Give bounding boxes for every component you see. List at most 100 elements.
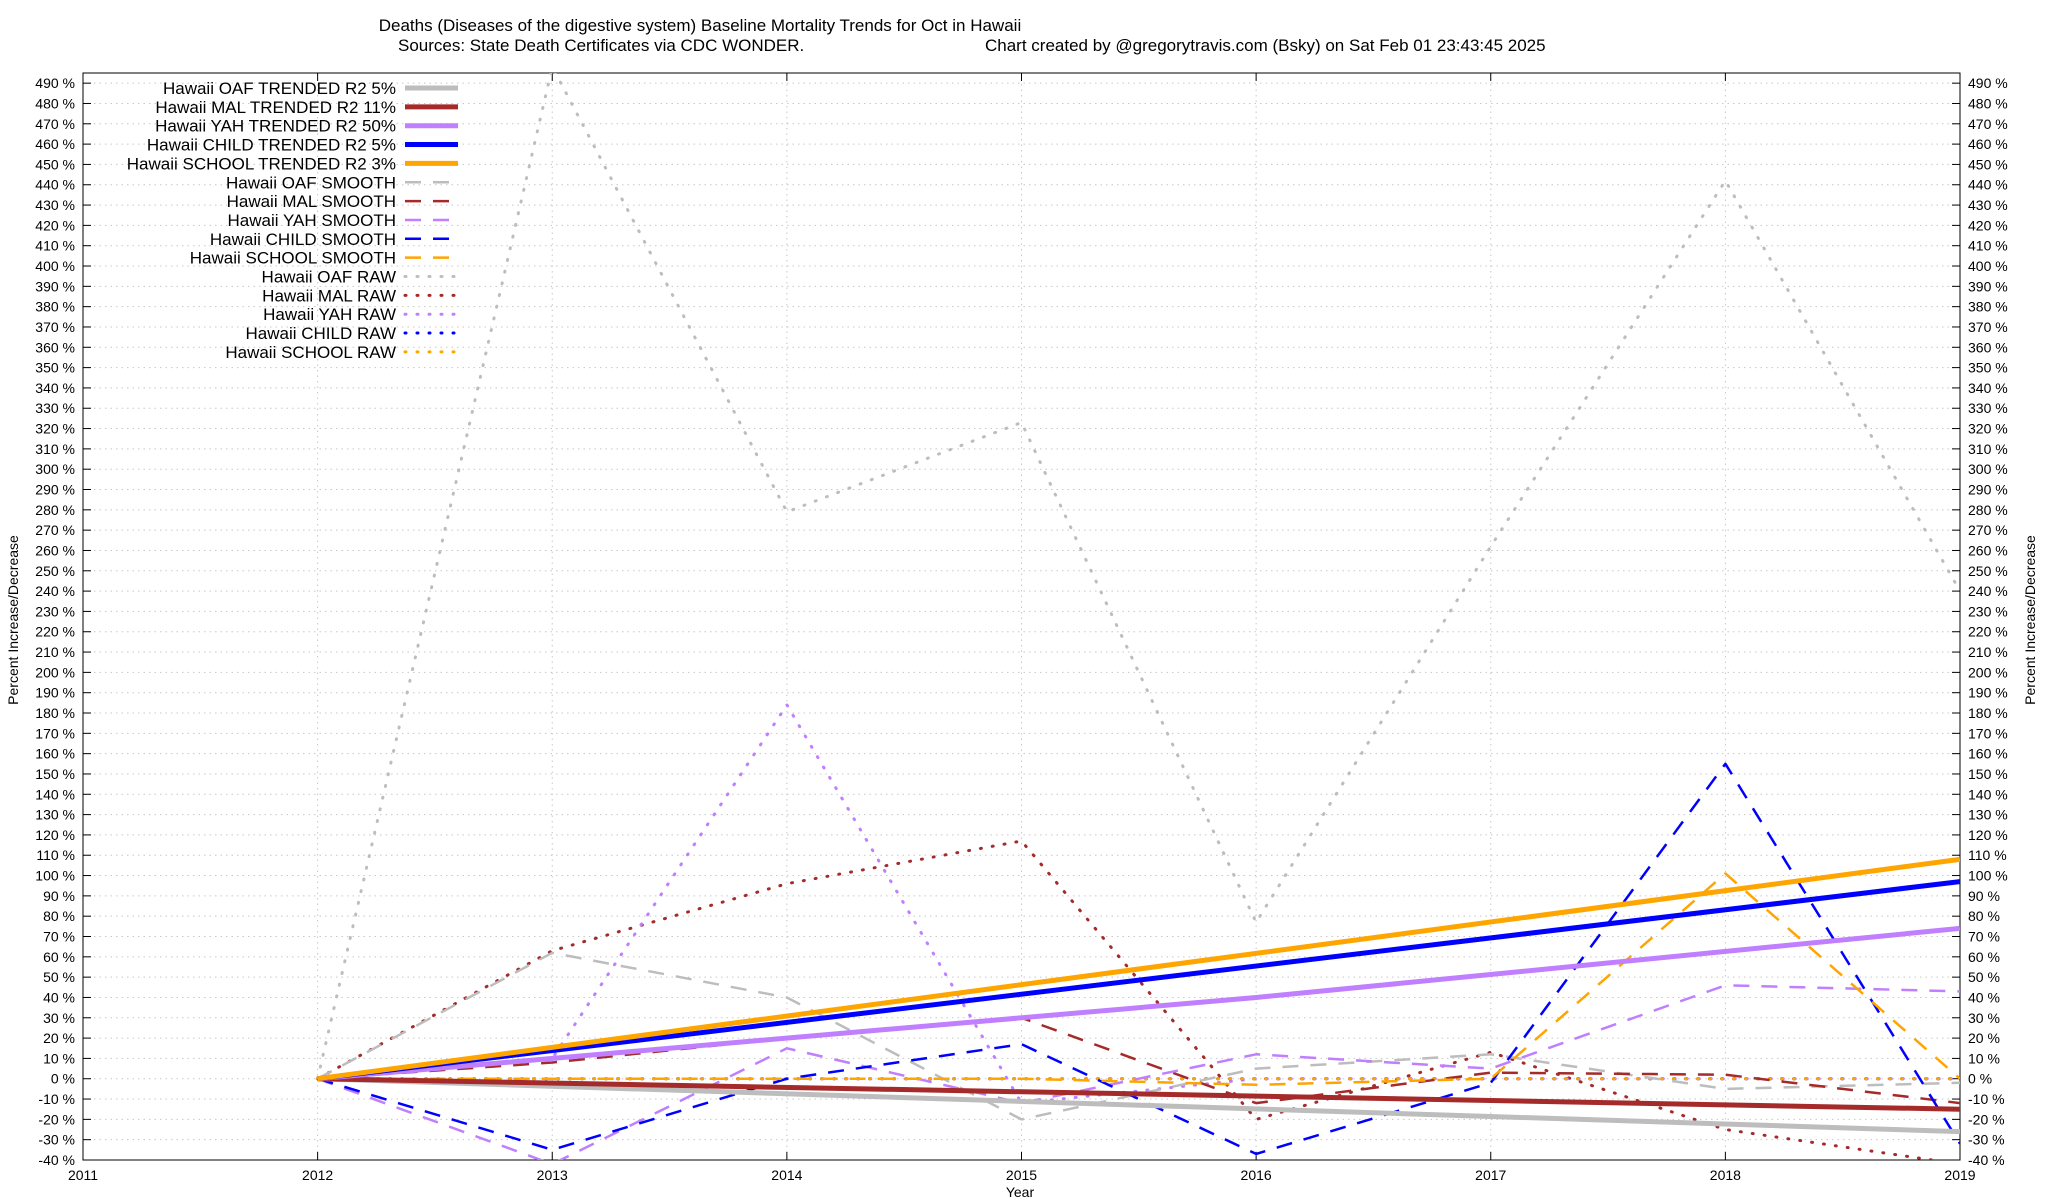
series-line-oaf-smooth — [317, 951, 1960, 1121]
y-tick-label-left: 0 % — [51, 1071, 75, 1087]
y-tick-label-right: 110 % — [1968, 847, 2007, 863]
y-tick-label-right: 450 % — [1968, 156, 2008, 172]
y-tick-label-left: -40 % — [38, 1152, 75, 1168]
legend-label-yah-smooth: Hawaii YAH SMOOTH — [228, 211, 396, 230]
y-tick-label-right: 400 % — [1968, 258, 2008, 274]
y-tick-label-right: 360 % — [1968, 339, 2008, 355]
y-tick-label-right: 320 % — [1968, 421, 2008, 437]
y-tick-label-left: 30 % — [43, 1010, 75, 1026]
x-tick-label: 2013 — [537, 1167, 568, 1183]
y-tick-label-left: 400 % — [35, 258, 75, 274]
x-tick-label: 2014 — [771, 1167, 802, 1183]
legend-label-oaf-trend: Hawaii OAF TRENDED R2 5% — [163, 79, 396, 98]
y-axis-label-right: Percent Increase/Decrease — [2022, 535, 2038, 705]
series-line-school-smooth — [317, 872, 1960, 1087]
y-tick-label-left: 470 % — [35, 116, 75, 132]
legend: Hawaii OAF TRENDED R2 5%Hawaii MAL TREND… — [127, 79, 460, 362]
series-line-school-trend — [317, 856, 1960, 1082]
y-axis-label-left: Percent Increase/Decrease — [5, 535, 21, 705]
series-line-mal-trend — [317, 1076, 1960, 1112]
y-tick-label-left: 230 % — [35, 603, 75, 619]
y-tick-label-right: 490 % — [1968, 75, 2008, 91]
legend-label-school-raw: Hawaii SCHOOL RAW — [225, 343, 396, 362]
y-tick-label-right: -40 % — [1968, 1152, 2005, 1168]
y-tick-label-left: 200 % — [35, 664, 75, 680]
chart-subtitle-sources: Sources: State Death Certificates via CD… — [398, 36, 804, 55]
plot-border — [82, 72, 1961, 1161]
y-tick-label-right: 100 % — [1968, 868, 2008, 884]
chart-subtitle-credit: Chart created by @gregorytravis.com (Bsk… — [985, 36, 1546, 55]
series-line-yah-smooth — [317, 984, 1960, 1160]
y-tick-label-right: 470 % — [1968, 116, 2008, 132]
y-tick-label-left: 450 % — [35, 156, 75, 172]
y-tick-label-left: -10 % — [38, 1091, 75, 1107]
y-tick-label-left: 290 % — [35, 482, 75, 498]
y-tick-label-left: 110 % — [36, 847, 75, 863]
y-tick-label-left: 380 % — [35, 299, 75, 315]
y-tick-label-right: 80 % — [1968, 908, 2000, 924]
y-tick-label-right: 380 % — [1968, 299, 2008, 315]
y-tick-label-left: 250 % — [35, 563, 75, 579]
y-tick-label-right: 310 % — [1968, 441, 2008, 457]
y-tick-label-left: 20 % — [43, 1030, 75, 1046]
y-tick-label-right: 150 % — [1968, 766, 2008, 782]
x-tick-label: 2018 — [1710, 1167, 1741, 1183]
y-tick-label-right: 20 % — [1968, 1030, 2000, 1046]
y-tick-label-right: 60 % — [1968, 949, 2000, 965]
y-tick-label-right: 170 % — [1968, 725, 2008, 741]
x-tick-label: 2019 — [1944, 1167, 1975, 1183]
y-tick-label-left: 260 % — [35, 542, 75, 558]
y-tick-label-left: 10 % — [43, 1050, 75, 1066]
y-tick-label-left: 370 % — [35, 319, 75, 335]
legend-label-mal-trend: Hawaii MAL TRENDED R2 11% — [155, 98, 396, 117]
y-tick-label-right: 370 % — [1968, 319, 2008, 335]
x-tick-label: 2016 — [1241, 1167, 1272, 1183]
y-tick-label-left: 480 % — [35, 95, 75, 111]
y-tick-label-right: 0 % — [1968, 1071, 1992, 1087]
y-tick-label-left: 190 % — [35, 685, 75, 701]
y-tick-label-right: 480 % — [1968, 95, 2008, 111]
y-tick-label-left: 360 % — [35, 339, 75, 355]
y-tick-label-left: 440 % — [35, 177, 75, 193]
plot-area — [316, 73, 1960, 1160]
y-tick-label-right: 210 % — [1968, 644, 2008, 660]
y-tick-label-right: 120 % — [1968, 827, 2008, 843]
y-tick-label-left: 70 % — [43, 929, 75, 945]
x-tick-label: 2017 — [1475, 1167, 1506, 1183]
y-tick-label-left: 460 % — [35, 136, 75, 152]
series-line-child-smooth — [317, 762, 1960, 1156]
y-tick-label-right: 180 % — [1968, 705, 2008, 721]
y-tick-label-right: 190 % — [1968, 685, 2008, 701]
series-line-mal-smooth — [317, 1016, 1960, 1105]
y-tick-label-right: -20 % — [1968, 1111, 2005, 1127]
y-tick-label-right: 280 % — [1968, 502, 2008, 518]
y-tick-label-left: 300 % — [35, 461, 75, 477]
y-tick-label-right: 350 % — [1968, 360, 2008, 376]
y-tick-label-right: 390 % — [1968, 278, 2008, 294]
y-tick-label-left: 310 % — [35, 441, 75, 457]
y-tick-label-left: -20 % — [38, 1111, 75, 1127]
y-tick-label-right: 160 % — [1968, 746, 2008, 762]
y-tick-label-left: 420 % — [35, 217, 75, 233]
legend-label-oaf-smooth: Hawaii OAF SMOOTH — [226, 173, 396, 192]
y-tick-label-right: 10 % — [1968, 1050, 2000, 1066]
y-tick-label-right: 430 % — [1968, 197, 2008, 213]
y-tick-label-right: 270 % — [1968, 522, 2008, 538]
y-tick-label-right: 40 % — [1968, 989, 2000, 1005]
legend-label-mal-raw: Hawaii MAL RAW — [262, 286, 396, 305]
legend-label-child-smooth: Hawaii CHILD SMOOTH — [210, 230, 396, 249]
legend-label-yah-trend: Hawaii YAH TRENDED R2 50% — [155, 117, 396, 136]
y-tick-label-left: 100 % — [35, 868, 75, 884]
legend-label-school-trend: Hawaii SCHOOL TRENDED R2 3% — [127, 154, 396, 173]
y-tick-label-left: 240 % — [35, 583, 75, 599]
y-tick-label-right: 420 % — [1968, 217, 2008, 233]
series-line-oaf-trend — [317, 1076, 1960, 1135]
y-tick-label-right: -10 % — [1968, 1091, 2005, 1107]
y-tick-label-left: 390 % — [35, 278, 75, 294]
y-tick-label-right: 410 % — [1968, 238, 2008, 254]
y-tick-label-left: 60 % — [43, 949, 75, 965]
series-group — [316, 73, 1960, 1160]
y-tick-label-left: 130 % — [35, 807, 75, 823]
y-tick-label-right: 230 % — [1968, 603, 2008, 619]
